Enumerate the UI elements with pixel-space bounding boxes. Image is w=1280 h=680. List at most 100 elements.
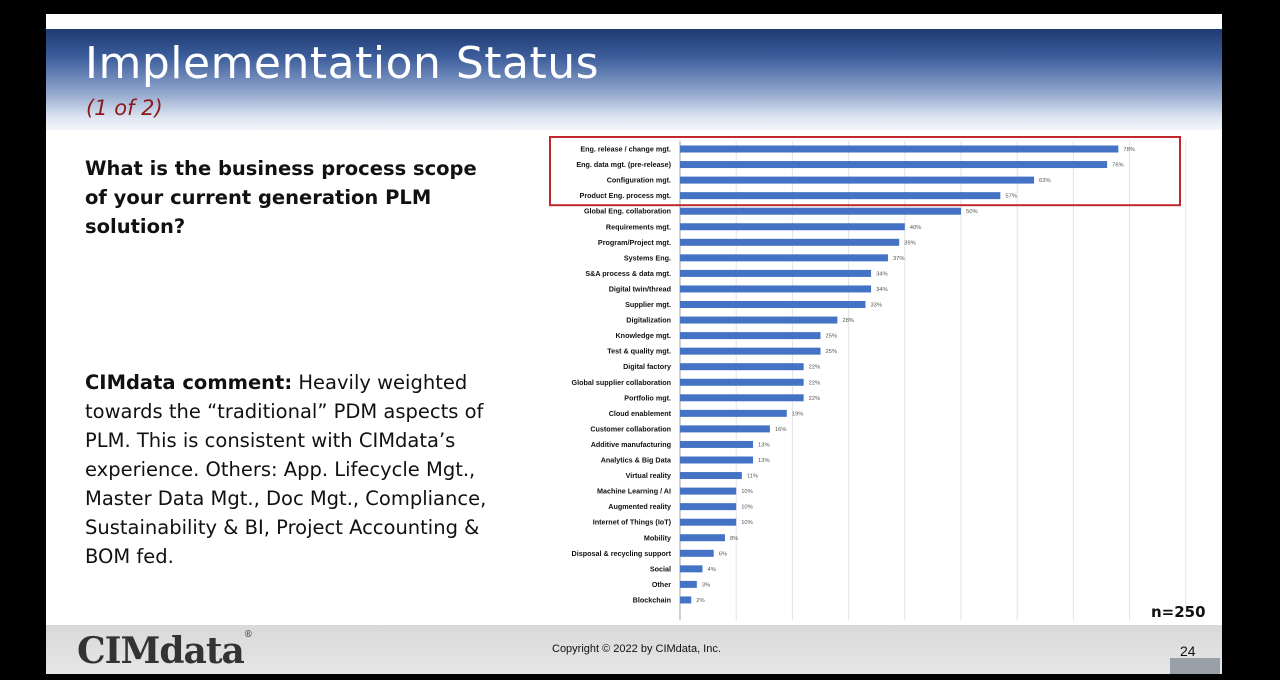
category-label: Configuration mgt. [607, 176, 671, 185]
bar [680, 301, 866, 308]
footer-band [46, 625, 1222, 674]
bar [680, 580, 697, 588]
bar [680, 487, 737, 495]
bar [680, 192, 1001, 200]
bar-chart: 0%10%20%30%40%50%60%70%80%90%Eng. releas… [549, 136, 1187, 621]
data-label: 13% [758, 442, 770, 448]
bar [680, 223, 905, 231]
data-label: 22% [809, 380, 821, 386]
page-number: 24 [1180, 643, 1196, 659]
comment-text: Heavily weighted towards the “traditiona… [85, 371, 487, 568]
category-label: Virtual reality [626, 471, 671, 480]
bar [680, 378, 804, 386]
bar [680, 456, 754, 464]
data-label: 39% [904, 240, 916, 246]
cimdata-logo: CIMdata® [77, 630, 253, 672]
category-label: Analytics & Big Data [601, 456, 672, 465]
cimdata-comment: CIMdata comment: Heavily weighted toward… [85, 368, 495, 571]
category-label: Disposal & recycling support [572, 549, 672, 558]
data-label: 28% [842, 318, 854, 324]
bar [680, 145, 1119, 153]
data-label: 10% [741, 489, 753, 495]
data-label: 3% [702, 582, 710, 588]
category-label: Augmented reality [608, 502, 671, 511]
category-label: Product Eng. process mgt. [580, 191, 671, 200]
data-label: 13% [758, 458, 770, 464]
slide-title: Implementation Status [85, 38, 600, 89]
category-label: Supplier mgt. [625, 300, 671, 309]
category-label: Eng. data mgt. (pre-release) [576, 160, 671, 169]
bar [680, 238, 900, 246]
bar [680, 332, 821, 340]
bar [680, 207, 961, 215]
bar [680, 176, 1035, 184]
category-label: Digital factory [623, 362, 671, 371]
category-label: S&A process & data mgt. [585, 269, 671, 278]
bar [680, 503, 737, 511]
bar [680, 269, 872, 277]
survey-question: What is the business process scope of yo… [85, 157, 477, 238]
data-label: 11% [747, 474, 758, 480]
data-label: 37% [893, 256, 905, 262]
bar [680, 347, 821, 355]
sample-size-label: n=250 [1151, 603, 1206, 621]
data-label: 57% [1005, 194, 1017, 200]
category-label: Mobility [644, 533, 671, 542]
slide-subtitle: (1 of 2) [86, 96, 163, 120]
bar [680, 440, 754, 448]
data-label: 40% [910, 225, 922, 231]
data-label: 78% [1123, 147, 1135, 153]
category-label: Test & quality mgt. [607, 347, 671, 356]
bar [680, 316, 838, 324]
data-label: 2% [696, 598, 704, 604]
category-label: Program/Project mgt. [598, 238, 671, 247]
bar [680, 518, 737, 526]
header-band [46, 29, 1222, 130]
data-label: 4% [707, 567, 715, 573]
category-label: Eng. release / change mgt. [580, 145, 671, 154]
data-label: 10% [741, 505, 753, 511]
category-label: Requirements mgt. [606, 222, 671, 231]
category-label: Other [652, 580, 671, 589]
highlight-box [549, 136, 1181, 207]
category-label: Additive manufacturing [591, 440, 671, 449]
bar [680, 534, 725, 542]
category-label: Digitalization [626, 316, 671, 325]
category-label: Blockchain [633, 595, 671, 604]
category-label: Global Eng. collaboration [584, 207, 671, 216]
category-label: Portfolio mgt. [624, 393, 671, 402]
data-label: 22% [809, 365, 821, 371]
data-label: 34% [876, 271, 888, 277]
data-label: 19% [792, 411, 804, 417]
bar [680, 549, 714, 557]
data-label: 8% [730, 536, 738, 542]
category-label: Internet of Things (IoT) [593, 518, 672, 527]
bar [680, 285, 872, 293]
data-label: 34% [876, 287, 888, 293]
bar [680, 394, 804, 402]
bar [680, 363, 804, 371]
bar [680, 472, 742, 480]
data-label: 33% [870, 303, 882, 309]
comment-label: CIMdata comment: [85, 371, 293, 394]
slide: Implementation Status (1 of 2) What is t… [46, 14, 1222, 674]
data-label: 6% [719, 551, 727, 557]
category-label: Machine Learning / AI [597, 487, 671, 496]
category-label: Digital twin/thread [609, 284, 671, 293]
bar [680, 565, 703, 573]
data-label: 63% [1039, 178, 1051, 184]
data-label: 25% [826, 334, 838, 340]
bar [680, 161, 1108, 169]
category-label: Global supplier collaboration [572, 378, 671, 387]
data-label: 76% [1112, 163, 1124, 169]
slide-nav-button[interactable] [1170, 658, 1220, 674]
bar [680, 254, 888, 262]
data-label: 50% [966, 209, 978, 215]
category-label: Social [650, 564, 671, 573]
bar [680, 596, 692, 604]
data-label: 16% [775, 427, 787, 433]
bar [680, 425, 770, 433]
data-label: 25% [826, 349, 838, 355]
category-label: Knowledge mgt. [615, 331, 671, 340]
data-label: 10% [741, 520, 753, 526]
